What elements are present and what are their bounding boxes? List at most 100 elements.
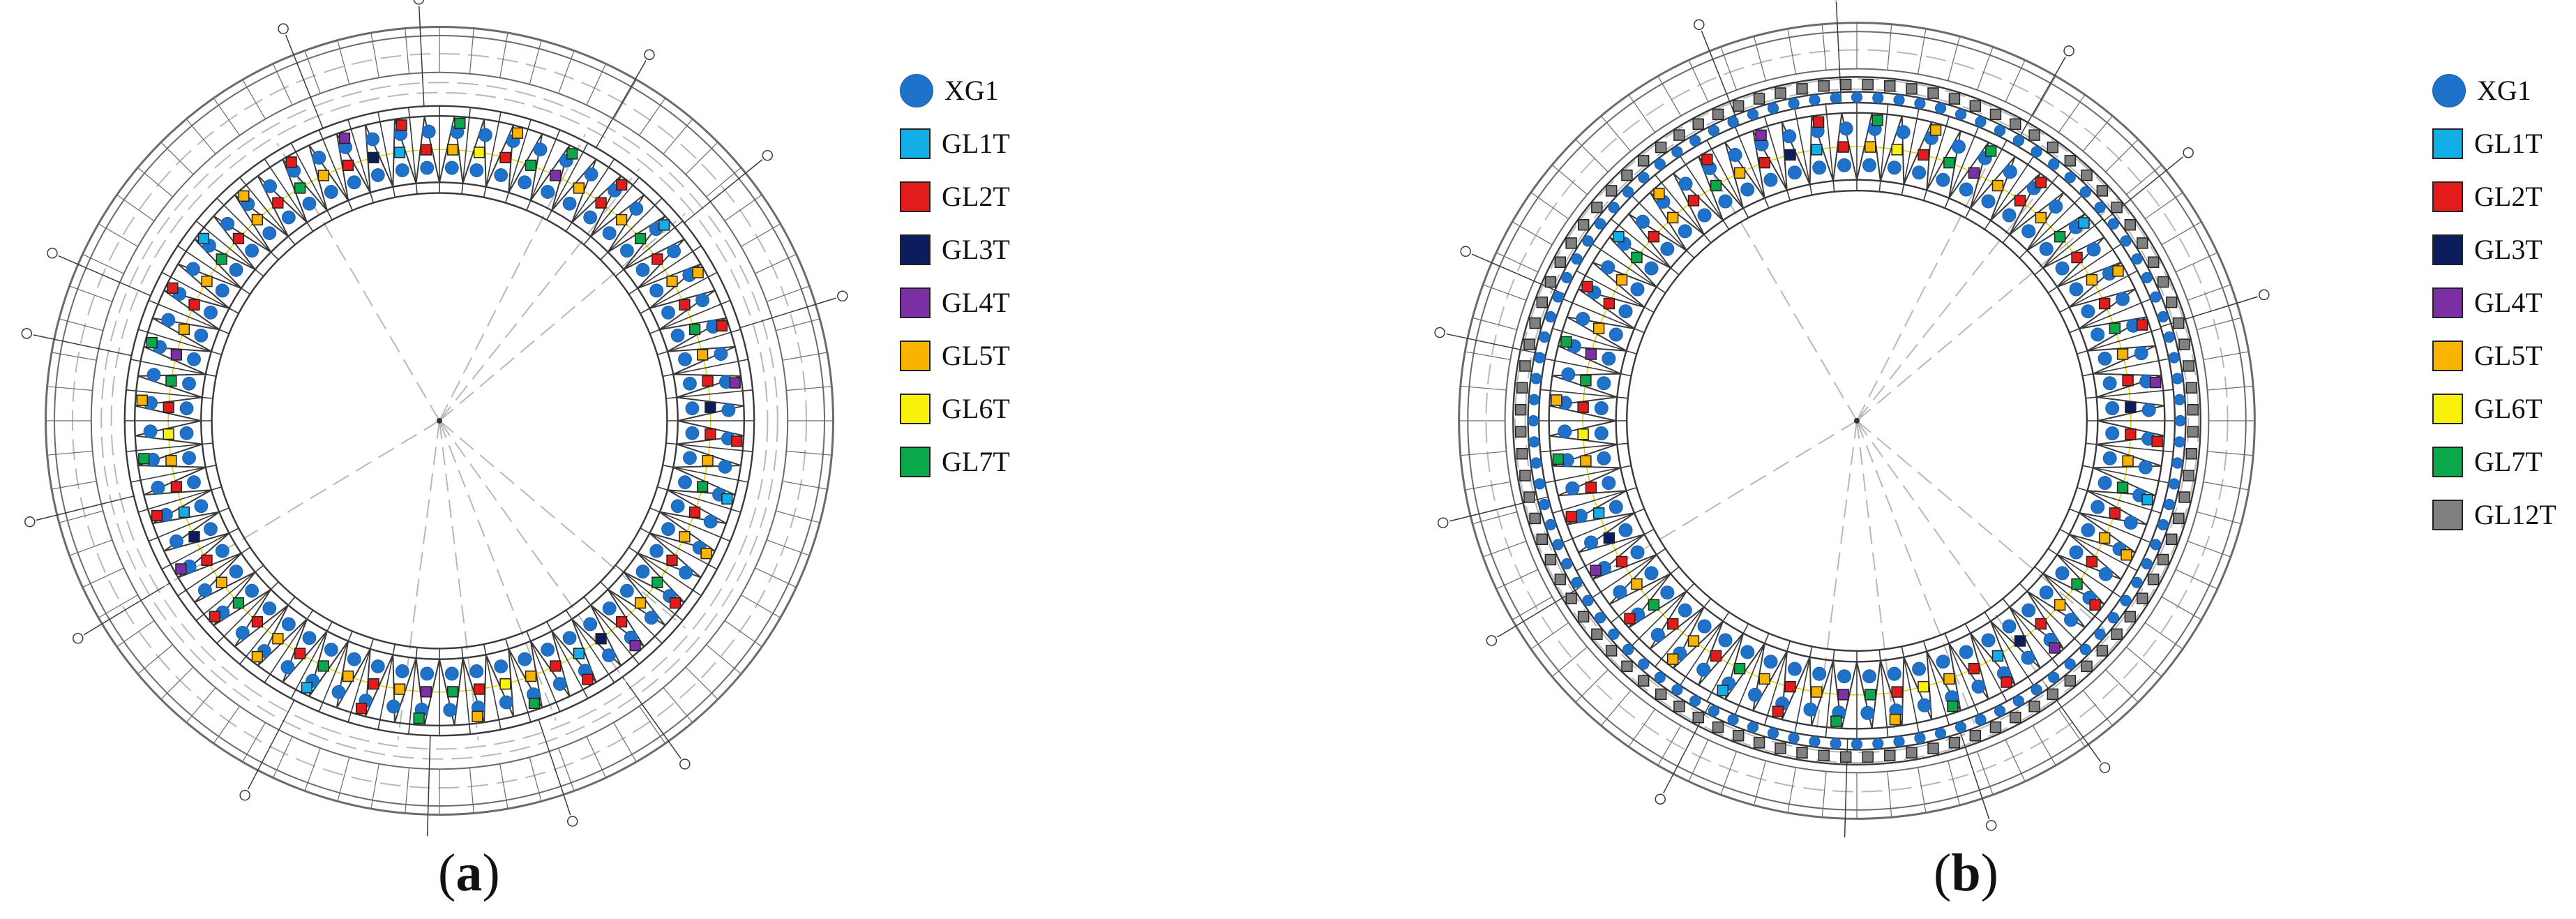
gl12t-marker	[2173, 317, 2185, 329]
axis-bubble	[1655, 793, 1666, 805]
xg1-marker	[1994, 705, 2006, 717]
radial-grid-tick	[1947, 36, 1961, 81]
gl12t-marker	[1927, 742, 1939, 754]
gl12t-marker	[2185, 448, 2197, 460]
gl-marker	[1615, 555, 1628, 568]
brace-line	[667, 466, 736, 496]
radial-grid-tick	[766, 285, 810, 302]
spoke-line	[1576, 528, 1655, 571]
xg1-marker	[1530, 373, 1542, 384]
legend-swatch-gl4t	[2432, 287, 2463, 318]
xg1-marker	[1912, 662, 1927, 676]
spoke-line	[649, 507, 731, 542]
gl-marker	[2122, 455, 2134, 467]
radial-grid-tick	[272, 736, 293, 778]
gl-marker	[679, 299, 691, 311]
caption-a: (a)	[438, 843, 500, 904]
gl12t-marker	[1840, 751, 1852, 763]
radial-grid-tick	[638, 705, 666, 744]
spoke-line	[130, 464, 217, 483]
gl12t-marker	[1673, 701, 1685, 712]
radial-grid-tick	[47, 386, 93, 391]
gl-marker	[1624, 613, 1636, 625]
brace-line	[508, 133, 543, 201]
spoke-line	[628, 546, 702, 597]
gl-marker	[1889, 713, 1901, 726]
legend-item-gl6t: GL6T	[2432, 394, 2556, 424]
xg1-marker	[182, 376, 196, 391]
gl-marker	[238, 190, 250, 202]
dashed-radial-line	[439, 168, 640, 421]
brace-line	[163, 511, 229, 552]
brace-line	[1809, 116, 1835, 185]
radial-grid-tick	[82, 253, 124, 274]
gl12t-marker	[1906, 83, 1918, 95]
xg1-marker	[1601, 260, 1615, 275]
brace-line	[1649, 192, 1705, 251]
axis-bubble	[1460, 246, 1471, 257]
brace-line	[2009, 590, 2065, 650]
xg1-marker	[1812, 666, 1827, 681]
spoke-line	[2047, 244, 2122, 294]
spoke-line	[2086, 442, 2174, 453]
gl-marker	[2141, 493, 2153, 506]
radial-grid-tick	[213, 705, 241, 744]
spoke-line	[546, 142, 589, 221]
spoke-line	[2086, 389, 2174, 399]
xg1-marker	[1959, 645, 1973, 659]
caption-b: (b)	[1934, 843, 1998, 904]
gl12t-marker	[2185, 382, 2197, 394]
brace-line	[659, 489, 727, 525]
gl-marker	[595, 633, 607, 645]
gl12t-marker	[2047, 688, 2059, 701]
gl-marker	[1603, 532, 1615, 544]
xg1-marker	[1622, 186, 1634, 198]
brace-line	[415, 116, 440, 184]
radial-grid-tick	[1465, 481, 1511, 491]
xg1-marker	[1689, 695, 1701, 707]
gl-marker	[1551, 394, 1562, 406]
gl-marker	[1758, 156, 1770, 169]
gl-marker	[1613, 230, 1625, 243]
radial-grid-tick	[2161, 221, 2202, 246]
spoke-line	[2059, 270, 2138, 313]
brace-line	[508, 641, 543, 708]
gl-marker	[472, 710, 483, 722]
radial-grid-tick	[638, 98, 666, 136]
legend-label: GL3T	[2474, 234, 2543, 265]
xg1-marker	[518, 652, 532, 666]
gl-marker	[2149, 376, 2162, 389]
radial-grid-tick	[337, 40, 350, 84]
xg1-marker	[161, 313, 176, 327]
xg1-marker	[1747, 721, 1759, 733]
radial-grid-tick	[558, 50, 575, 94]
radial-grid-tick	[1753, 36, 1767, 81]
spoke-line	[2077, 327, 2162, 355]
radial-grid-tick	[1753, 761, 1767, 806]
xg1-marker	[678, 475, 692, 490]
radial-grid-tick	[1530, 192, 1569, 220]
xg1-marker	[1654, 158, 1666, 170]
axis-line	[1446, 333, 1546, 356]
gl-marker	[167, 282, 179, 294]
xg1-marker	[683, 451, 697, 465]
brace-line	[392, 655, 417, 723]
gl-marker	[2098, 532, 2111, 544]
axis-bubble	[1486, 635, 1498, 646]
spoke-line	[1984, 611, 2034, 686]
brace-line	[364, 124, 394, 193]
axis-bubble	[566, 816, 578, 827]
gl-marker	[446, 144, 459, 156]
gl12t-marker	[1775, 87, 1786, 99]
spoke-line	[1944, 633, 1980, 715]
gl-marker	[473, 147, 485, 158]
gl-marker	[651, 253, 663, 265]
brace-line	[364, 648, 394, 717]
spoke-line	[1611, 218, 1680, 276]
gl-marker	[216, 253, 227, 265]
xg1-marker	[685, 426, 700, 440]
gl12t-marker	[2165, 533, 2178, 546]
brace-line	[2009, 192, 2065, 251]
dashed-radial-line	[1856, 211, 2106, 421]
gl-marker	[146, 336, 158, 349]
